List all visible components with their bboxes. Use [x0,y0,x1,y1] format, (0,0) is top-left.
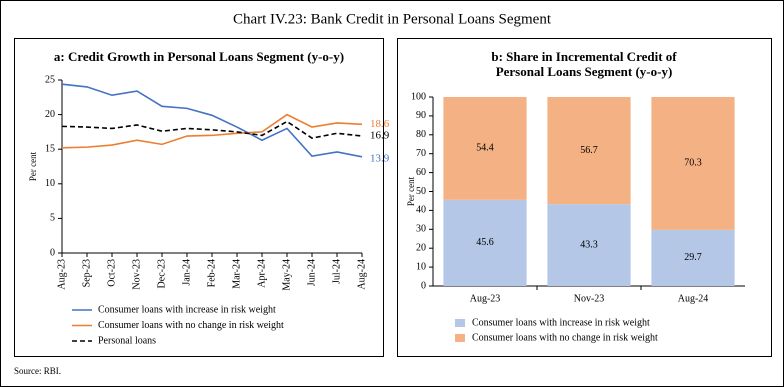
x-tick-label: Aug-24 [356,259,367,290]
legend-label: Consumer loans with increase in risk wei… [472,317,650,328]
page-title: Chart IV.23: Bank Credit in Personal Loa… [233,11,552,27]
bar-segment [443,199,527,286]
end-value-label: 16.9 [370,130,390,142]
legend-swatch [455,319,465,327]
bar-segment [651,229,735,286]
legend-label: Consumer loans with no change in risk we… [472,332,658,343]
x-tick-label: Dec-23 [156,259,167,288]
panel-title: a: Credit Growth in Personal Loans Segme… [54,49,344,64]
panel-frame [397,38,772,357]
y-tick-label: 5 [50,213,55,224]
bar-segment [651,97,735,230]
source-note: Source: RBI. [14,366,61,376]
line-series [61,113,363,149]
panel-frame [14,38,384,357]
x-tick-label: Sep-23 [81,259,92,287]
x-tick-label: Jun-24 [306,259,317,286]
y-tick-label: 0 [50,247,55,258]
x-tick-label: Oct-23 [106,259,117,287]
line-series [61,83,363,158]
x-tick-label: Feb-24 [206,259,217,287]
x-tick-label: Nov-23 [574,293,605,304]
y-tick-label: 15 [45,143,55,154]
x-tick-label: Mar-24 [231,259,242,289]
bar-value-label: 45.6 [476,237,494,248]
x-tick-label: Aug-23 [470,293,501,304]
bar-value-label: 70.3 [684,158,702,169]
y-tick-label: 90 [416,110,426,121]
end-value-label: 13.9 [370,152,390,164]
y-tick-label: 100 [411,91,426,102]
legend-label: Consumer loans with no change in risk we… [98,320,284,331]
panel-title: b: Share in Incremental Credit of [491,49,677,64]
bar-segment [547,204,631,286]
y-tick-label: 70 [416,148,426,159]
y-tick-label: 0 [421,280,426,291]
bar-value-label: 56.7 [580,145,598,156]
bar-value-label: 43.3 [580,239,598,250]
line-series [61,120,363,139]
x-tick-label: Jul-24 [331,259,342,284]
y-tick-label: 50 [416,186,426,197]
x-tick-label: Apr-24 [256,259,267,288]
bar-value-label: 54.4 [476,143,494,154]
y-tick-label: 25 [45,74,55,85]
legend-label: Personal loans [98,335,156,346]
y-tick-label: 20 [45,109,55,120]
legend-label: Consumer loans with increase in risk wei… [98,304,276,315]
x-tick-label: Aug-24 [678,293,709,304]
end-value-label: 18.6 [370,118,390,130]
x-tick-label: Nov-23 [131,259,142,290]
y-axis-label: Per cent [28,151,38,181]
y-tick-label: 40 [416,205,426,216]
legend-swatch [455,334,465,342]
y-tick-label: 10 [45,178,55,189]
y-tick-label: 30 [416,224,426,235]
x-tick-label: May-24 [281,259,292,291]
y-tick-label: 20 [416,242,426,253]
y-axis-label: Per cent [406,176,416,206]
x-tick-label: Aug-23 [56,259,67,290]
y-tick-label: 10 [416,261,426,272]
bar-segment [547,97,631,205]
x-tick-label: Jan-24 [181,259,192,286]
bar-value-label: 29.7 [684,252,702,263]
y-tick-label: 80 [416,129,426,140]
y-tick-label: 60 [416,167,426,178]
panel-title: Personal Loans Segment (y-o-y) [496,64,673,79]
bar-segment [443,97,527,200]
